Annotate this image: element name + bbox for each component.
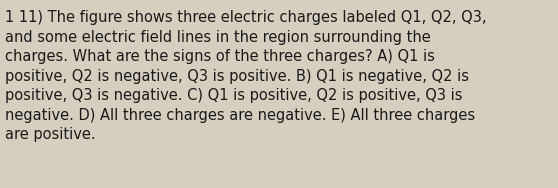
Text: 1 11) The figure shows three electric charges labeled Q1, Q2, Q3,
and some elect: 1 11) The figure shows three electric ch… — [5, 10, 487, 142]
